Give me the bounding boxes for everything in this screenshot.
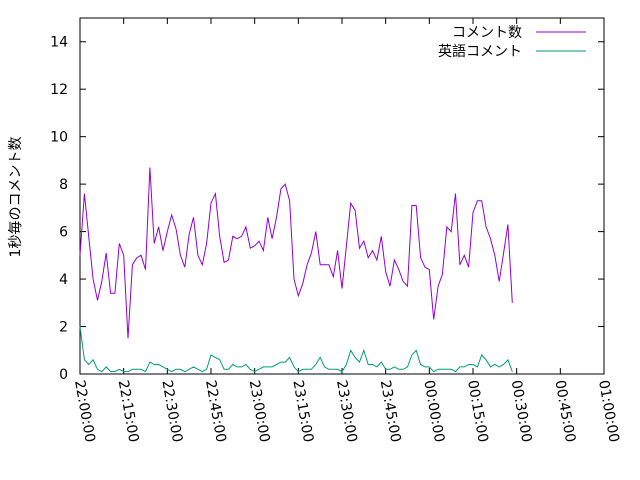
x-tick-label: 01:00:00 — [595, 379, 622, 444]
x-tick-label: 22:00:00 — [71, 379, 98, 444]
x-tick-label: 00:45:00 — [551, 379, 578, 444]
y-tick-label: 12 — [50, 82, 68, 98]
series-line-2 — [79, 326, 513, 373]
x-tick-label: 23:45:00 — [377, 379, 404, 444]
axes — [79, 17, 605, 375]
x-tick-label: 23:30:00 — [333, 379, 360, 444]
legend-label-1: コメント数 — [452, 25, 522, 41]
x-tick-label: 22:30:00 — [158, 379, 185, 444]
x-tick-label: 23:15:00 — [289, 379, 316, 444]
y-tick-label: 2 — [59, 320, 68, 336]
y-tick-label: 4 — [59, 272, 68, 288]
series-line-1 — [79, 167, 513, 339]
x-tick-label: 00:00:00 — [420, 379, 447, 444]
series-lines — [79, 167, 513, 373]
y-tick-label: 0 — [59, 367, 68, 383]
y-tick-label: 14 — [50, 35, 68, 51]
y-tick-label: 10 — [50, 130, 68, 146]
y-axis-label: 1秒毎のコメント数 — [8, 137, 24, 258]
y-tick-label: 8 — [59, 177, 68, 193]
x-tick-label: 00:30:00 — [508, 379, 535, 444]
plot-frame — [79, 17, 605, 375]
y-tick-label: 6 — [59, 225, 68, 241]
x-tick-label: 23:00:00 — [246, 379, 273, 444]
y-axis-ticks: 0 2 4 6 8 10 12 14 — [50, 35, 604, 383]
legend-label-2: 英語コメント — [438, 43, 522, 60]
x-tick-label: 22:15:00 — [115, 379, 142, 444]
x-tick-label: 22:45:00 — [202, 379, 229, 444]
x-tick-label: 00:15:00 — [464, 379, 491, 444]
